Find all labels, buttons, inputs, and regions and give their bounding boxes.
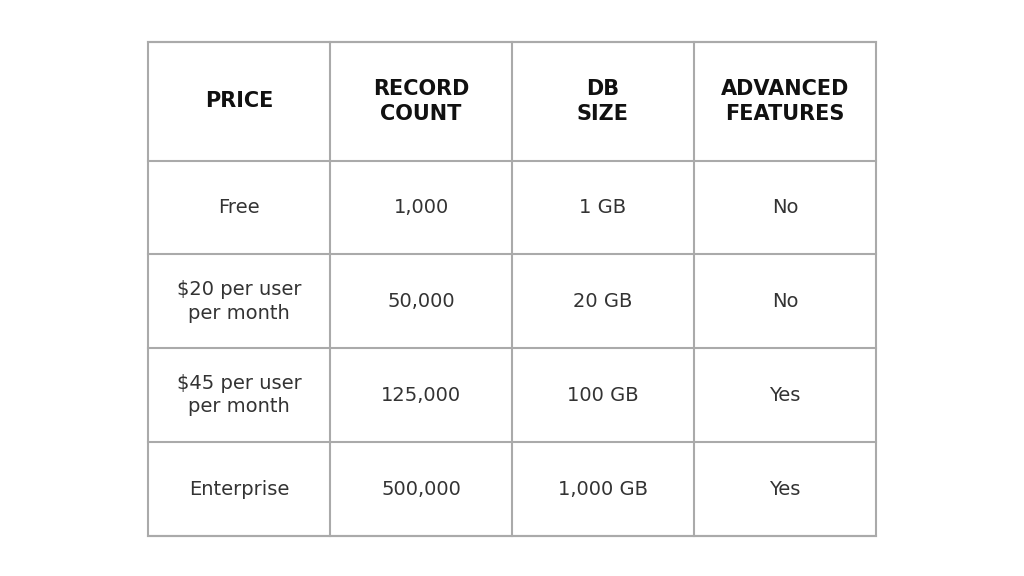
Text: No: No — [772, 198, 799, 217]
Text: Yes: Yes — [769, 386, 801, 405]
Text: $20 per user
per month: $20 per user per month — [177, 280, 301, 323]
Text: Free: Free — [218, 198, 260, 217]
Text: DB
SIZE: DB SIZE — [577, 79, 629, 124]
Text: RECORD
COUNT: RECORD COUNT — [373, 79, 469, 124]
Text: No: No — [772, 292, 799, 311]
Text: 125,000: 125,000 — [381, 386, 461, 405]
Text: 1,000: 1,000 — [393, 198, 449, 217]
Text: 100 GB: 100 GB — [567, 386, 639, 405]
Text: 500,000: 500,000 — [381, 480, 461, 499]
Text: $45 per user
per month: $45 per user per month — [176, 374, 301, 416]
Text: 20 GB: 20 GB — [573, 292, 633, 311]
Text: Enterprise: Enterprise — [188, 480, 289, 499]
Text: 50,000: 50,000 — [387, 292, 455, 311]
Text: PRICE: PRICE — [205, 91, 273, 111]
Text: ADVANCED
FEATURES: ADVANCED FEATURES — [721, 79, 849, 124]
Text: 1 GB: 1 GB — [580, 198, 627, 217]
Bar — [148, 42, 876, 536]
Text: 1,000 GB: 1,000 GB — [558, 480, 648, 499]
Text: Yes: Yes — [769, 480, 801, 499]
